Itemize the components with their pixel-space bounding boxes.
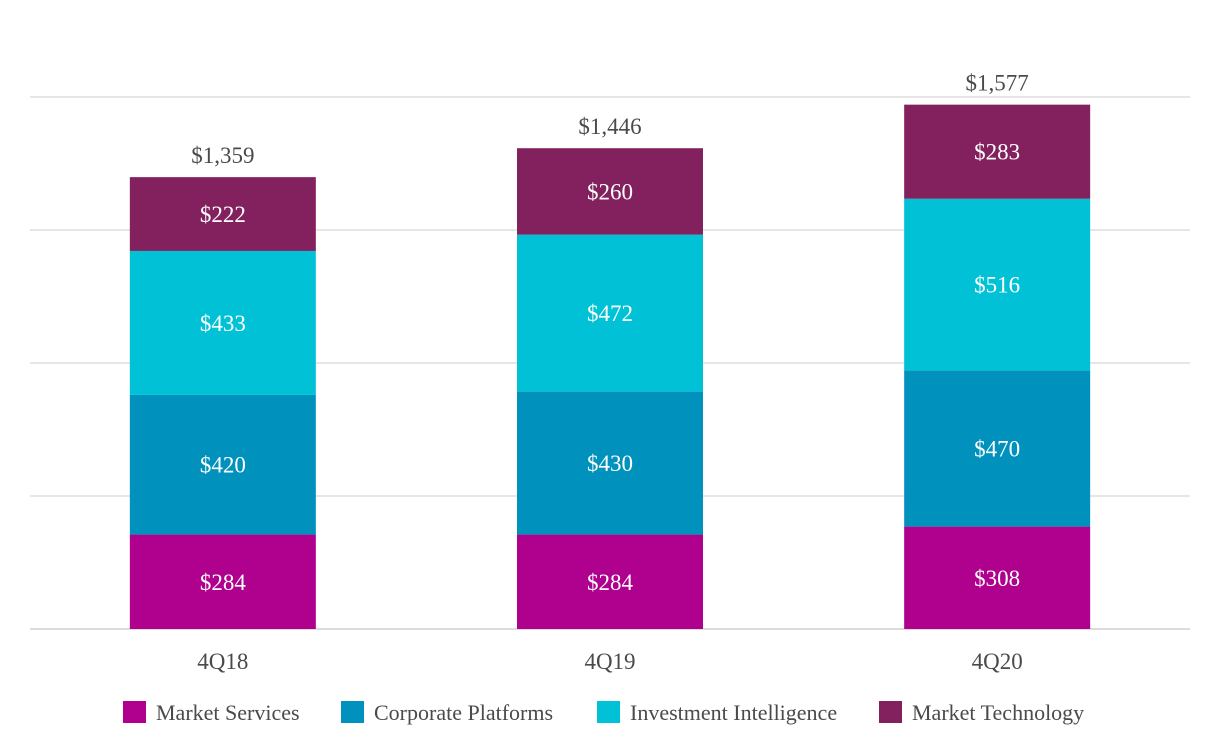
x-tick-label: 4Q20 [972,649,1023,674]
legend-swatch [341,701,364,723]
bar-segment-4q18-corporate-platforms [129,394,316,535]
data-label: $433 [200,311,246,336]
total-label: $1,577 [966,71,1029,96]
bar-segment-4q19-market-technology [517,148,703,235]
bar-segment-4q18-market-services [129,534,316,629]
legend-label: Investment Intelligence [630,700,837,725]
bar-segment-4q20-investment-intelligence [904,198,1091,371]
bar-segment-4q18-market-technology [129,177,316,251]
data-label: $284 [587,570,634,595]
bar-segment-4q20-market-technology [904,104,1091,199]
bar-segment-4q19-market-services [517,534,703,629]
legend-swatch [879,701,902,723]
bars [129,104,1091,629]
total-label: $1,359 [191,143,254,168]
bar-segment-4q19-corporate-platforms [517,391,703,535]
data-label: $430 [587,451,633,476]
bar-segment-4q20-corporate-platforms [904,370,1091,527]
data-label: $284 [200,570,247,595]
legend-label: Corporate Platforms [374,700,553,725]
data-label: $308 [974,566,1020,591]
data-label: $470 [974,436,1020,461]
legend-label: Market Technology [912,700,1084,725]
bar-segment-4q20-market-services [904,526,1091,629]
bar-segment-4q18-investment-intelligence [129,250,316,395]
x-tick-label: 4Q19 [584,649,635,674]
data-label: $222 [200,202,246,227]
data-label: $516 [974,273,1020,298]
data-label: $283 [974,140,1020,165]
total-label: $1,446 [578,114,641,139]
legend-label: Market Services [156,700,300,725]
data-label: $472 [587,301,633,326]
data-label: $260 [587,179,633,204]
legend-swatch [123,701,146,723]
bar-segment-4q19-investment-intelligence [517,234,703,392]
legend: Market Services Corporate Platforms Invest… [123,700,1084,725]
legend-swatch [597,701,620,723]
x-tick-label: 4Q18 [197,649,248,674]
labels: $284 $420 $433 $222 $1,359 4Q18 $284 $430 $472 $2… [191,71,1029,674]
data-label: $420 [200,453,246,478]
